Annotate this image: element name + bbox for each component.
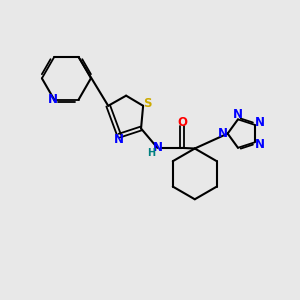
Text: N: N (218, 127, 228, 140)
Text: O: O (177, 116, 187, 129)
Text: N: N (48, 93, 58, 106)
Text: H: H (147, 148, 155, 158)
Text: N: N (114, 133, 124, 146)
Text: N: N (254, 116, 264, 129)
Text: N: N (233, 108, 243, 121)
Text: S: S (143, 97, 151, 110)
Text: N: N (254, 138, 264, 151)
Text: N: N (152, 141, 163, 154)
